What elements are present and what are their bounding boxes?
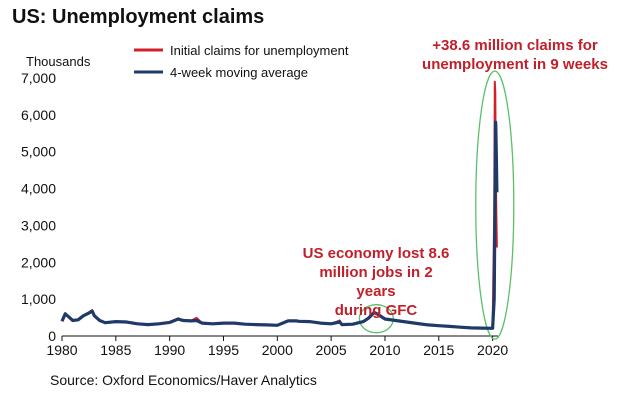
y-axis-label: Thousands: [26, 54, 91, 69]
x-tick-label: 1990: [154, 342, 185, 358]
annotation-gfc-line-3: during GFC: [334, 302, 418, 319]
y-tick-label: 1,000: [21, 291, 56, 307]
x-tick-label: 2005: [316, 342, 347, 358]
x-tick-label: 1985: [100, 342, 131, 358]
series-moving-average-line: [60, 120, 499, 330]
annotation-gfc-line-1: US economy lost 8.6: [302, 245, 450, 262]
annotation-gfc-line-2: million jobs in 2 years: [319, 264, 433, 300]
x-tick-label: 2020: [477, 342, 508, 358]
x-tick-label: 2000: [262, 342, 293, 358]
y-tick-label: 2,000: [21, 254, 56, 270]
y-tick-label: 0: [48, 328, 56, 344]
annotation-covid-line-1: +38.6 million claims for: [432, 37, 598, 54]
x-tick-label: 2015: [423, 342, 454, 358]
chart-title: US: Unemployment claims: [12, 6, 265, 28]
legend-label-moving-average: 4-week moving average: [170, 65, 308, 80]
highlight-ellipse-covid: [475, 70, 515, 340]
plot-area: [60, 80, 499, 330]
y-tick-label: 6,000: [21, 107, 56, 123]
y-tick-label: 3,000: [21, 217, 56, 233]
y-tick-label: 5,000: [21, 144, 56, 160]
x-tick-label: 2010: [369, 342, 400, 358]
annotation-covid-claims: +38.6 million claims for unemployment in…: [410, 36, 620, 74]
x-tick-label: 1980: [46, 342, 77, 358]
source-note: Source: Oxford Economics/Haver Analytics: [50, 372, 317, 388]
axes: 0 1,000 2,000 3,000 4,000 5,000 6,000 7,000 1980…: [21, 70, 508, 358]
x-tick-label: 1995: [208, 342, 239, 358]
y-tick-label: 4,000: [21, 181, 56, 197]
legend-label-initial-claims: Initial claims for unemployment: [170, 43, 349, 58]
annotation-gfc-jobs: US economy lost 8.6 million jobs in 2 ye…: [298, 244, 454, 320]
annotation-covid-line-2: unemployment in 9 weeks: [422, 56, 608, 73]
legend: Initial claims for unemployment 4-week m…: [134, 43, 349, 80]
y-tick-label: 7,000: [21, 70, 56, 86]
